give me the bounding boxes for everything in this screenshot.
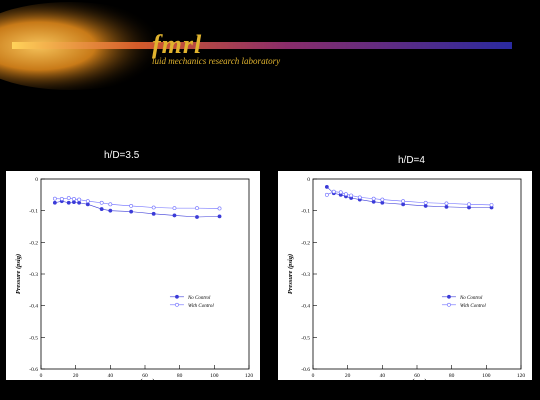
data-point [151, 211, 156, 216]
x-tick-label: 100 [210, 373, 219, 379]
y-tick-label: -0.1 [29, 209, 38, 215]
data-point [380, 197, 385, 202]
legend-marker [447, 302, 451, 307]
x-tick-label: 120 [245, 373, 254, 379]
x-axis-label: r (mm) [136, 378, 155, 380]
y-tick-label: -0.5 [301, 335, 310, 341]
x-tick-label: 40 [108, 373, 114, 379]
y-tick-label: -0.4 [29, 304, 38, 310]
data-point [66, 196, 71, 200]
fmrl-banner [0, 2, 512, 90]
data-point [77, 200, 82, 205]
data-point [349, 193, 354, 198]
y-axis-label: Pressure (psig) [15, 254, 22, 294]
data-point [423, 200, 428, 205]
legend-label: No Control [187, 296, 211, 301]
data-point [85, 202, 90, 207]
data-point [467, 202, 471, 207]
legend-label: With Control [188, 304, 214, 309]
data-point [72, 200, 76, 205]
x-tick-label: 60 [414, 373, 420, 379]
data-point [99, 200, 104, 205]
data-point [108, 208, 113, 213]
data-point [99, 207, 104, 211]
y-tick-label: 0 [307, 177, 310, 183]
data-point [423, 204, 428, 208]
x-axis-label: r (mm) [408, 378, 427, 380]
data-point [489, 203, 494, 207]
y-tick-label: -0.3 [301, 272, 310, 278]
panel-title-left: h/D=3.5 [104, 150, 140, 161]
data-point [52, 196, 57, 201]
data-point [129, 204, 134, 208]
data-point [151, 205, 156, 210]
y-tick-label: 0 [35, 177, 38, 183]
plot-frame [40, 178, 250, 370]
y-tick-label: -0.2 [29, 240, 38, 246]
data-point [371, 199, 376, 204]
data-point [195, 215, 199, 219]
data-point [371, 196, 376, 201]
data-point [129, 209, 134, 214]
chart-right-svg: 0 20 40 60 80 100 120 0 -0.1 -0.2 -0.3 -0.4 -0.5 -0.6… [287, 177, 526, 380]
x-tick-label: 20 [73, 373, 79, 379]
x-tick-label: 0 [40, 373, 43, 379]
panel-title-right: h/D=4 [398, 155, 425, 166]
data-point [195, 206, 199, 211]
data-point [324, 185, 329, 189]
data-point [380, 200, 385, 205]
data-point [401, 199, 406, 204]
y-axis-label: Pressure (psig) [287, 254, 294, 294]
y-tick-label: -0.4 [301, 304, 310, 310]
data-point [108, 202, 113, 207]
data-point [324, 192, 329, 197]
chart-left-svg: 0 20 40 60 80 100 120 0 -0.1 -0.2 -0.3 -0.4 -0.5 -0.6… [15, 177, 254, 380]
legend-marker [175, 302, 179, 307]
y-tick-label: -0.1 [301, 209, 310, 215]
data-point [344, 192, 348, 197]
chart-right: 0 20 40 60 80 100 120 0 -0.1 -0.2 -0.3 -0.4 -0.5 -0.6… [278, 171, 532, 380]
data-point [401, 202, 406, 207]
data-point [444, 201, 449, 206]
data-point [217, 214, 222, 219]
x-tick-label: 60 [142, 373, 148, 379]
y-tick-label: -0.2 [301, 240, 310, 246]
legend-label: With Control [460, 304, 486, 309]
legend-marker [447, 294, 451, 299]
x-tick-label: 0 [312, 373, 315, 379]
x-tick-label: 80 [177, 373, 183, 379]
legend-marker [175, 294, 179, 299]
x-tick-label: 40 [380, 373, 386, 379]
data-point [172, 213, 177, 218]
data-point [52, 200, 57, 205]
data-point [357, 195, 362, 200]
y-tick-label: -0.3 [29, 272, 38, 278]
data-point [331, 189, 336, 194]
x-tick-label: 100 [482, 373, 491, 379]
data-point [217, 206, 222, 211]
banner-bar [12, 42, 512, 49]
data-point [172, 206, 177, 211]
x-tick-label: 120 [517, 373, 526, 379]
data-point [338, 190, 343, 195]
y-tick-label: -0.6 [301, 367, 310, 373]
data-point [85, 199, 90, 204]
logo-fmrl: fmrl [152, 30, 202, 60]
data-point [444, 204, 449, 209]
y-tick-label: -0.5 [29, 335, 38, 341]
data-point [77, 197, 82, 202]
data-point [59, 197, 64, 201]
logo-main-text: fmrl [152, 30, 203, 59]
logo-subtitle: luid mechanics research laboratory [152, 56, 281, 66]
y-tick-label: -0.6 [29, 367, 38, 373]
x-tick-label: 80 [449, 373, 455, 379]
chart-left: 0 20 40 60 80 100 120 0 -0.1 -0.2 -0.3 -0.4 -0.5 -0.6… [6, 171, 260, 380]
data-point [467, 205, 471, 210]
data-point [66, 200, 71, 205]
x-tick-label: 20 [345, 373, 351, 379]
legend-label: No Control [459, 296, 483, 301]
data-point [72, 197, 76, 201]
